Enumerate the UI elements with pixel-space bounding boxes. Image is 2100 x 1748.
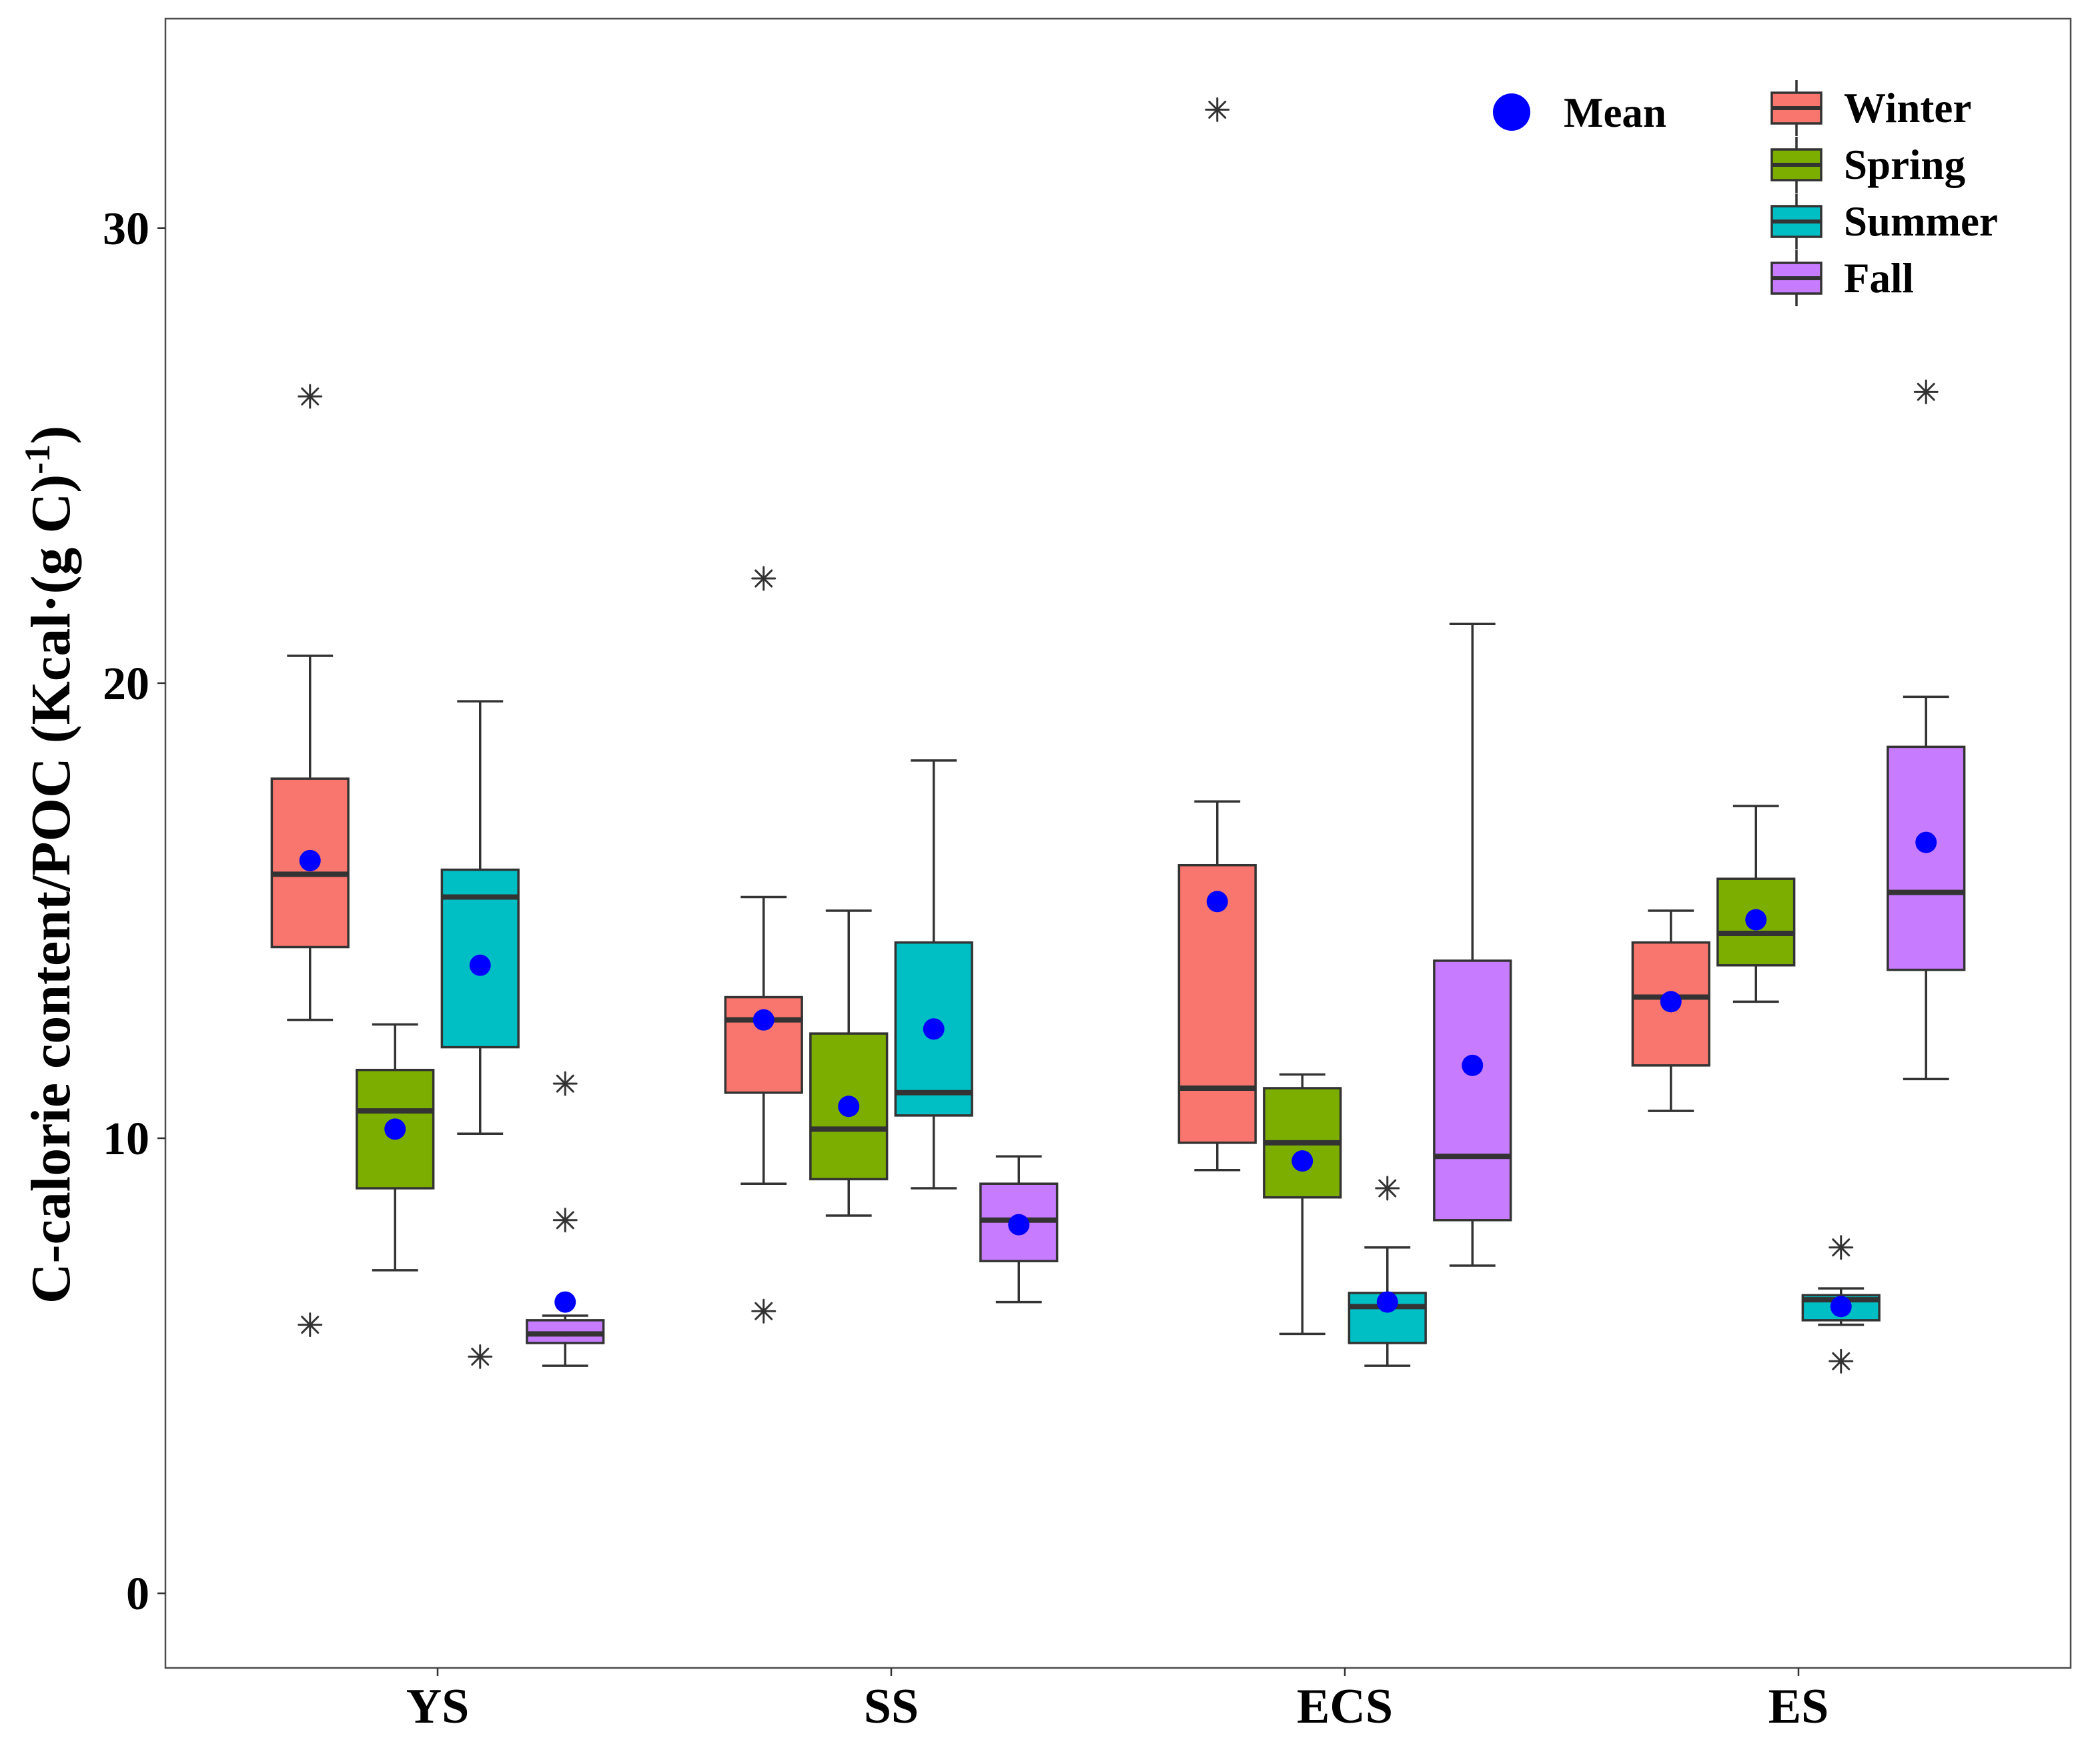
y-axis-title-suffix: ) xyxy=(20,426,82,444)
outlier-stroke xyxy=(1832,1238,1851,1257)
legend-item-spring: Spring xyxy=(1770,137,1965,193)
box-winter-ys xyxy=(270,384,350,1338)
outlier-point xyxy=(552,1208,578,1233)
mean-point xyxy=(923,1018,945,1040)
legend-seasons: Winter Spring Summer Fall xyxy=(1770,80,1998,306)
outlier-stroke xyxy=(301,1316,320,1334)
mean-point xyxy=(838,1096,860,1118)
legend-label-spring: Spring xyxy=(1844,141,1965,188)
outlier-point xyxy=(1913,379,1939,404)
x-tick-label-ss: SS xyxy=(864,1679,919,1734)
y-tick-label: 30 xyxy=(103,203,149,255)
outlier-stroke xyxy=(754,1302,773,1320)
outlier-point xyxy=(751,1298,776,1324)
legend-mean-label: Mean xyxy=(1564,89,1666,136)
mean-point xyxy=(384,1118,406,1140)
y-tick-label: 20 xyxy=(103,659,149,710)
plot-panel-border xyxy=(164,17,2072,1669)
outlier-stroke xyxy=(1917,382,1935,401)
mean-point xyxy=(554,1291,576,1313)
mean-point xyxy=(1660,991,1682,1013)
legend-label-fall: Fall xyxy=(1844,255,1914,302)
iqr-box xyxy=(1887,745,1966,971)
legend-item-winter: Winter xyxy=(1770,80,1971,136)
outlier-stroke xyxy=(471,1347,490,1366)
y-axis: 0 10 20 30 xyxy=(103,203,165,1620)
outlier-point xyxy=(1375,1176,1400,1201)
iqr-box xyxy=(1631,941,1710,1067)
legend-item-fall: Fall xyxy=(1770,250,1914,306)
box-fall-ecs xyxy=(1433,622,1512,1267)
outlier-stroke xyxy=(556,1074,574,1093)
mean-point xyxy=(1376,1291,1398,1313)
x-tick-label-es: ES xyxy=(1768,1679,1829,1734)
x-tick-label-ys: YS xyxy=(406,1679,470,1734)
mean-point xyxy=(1915,831,1937,853)
outlier-stroke xyxy=(556,1211,574,1230)
y-axis-title-superscript: -1 xyxy=(17,444,57,474)
outlier-point xyxy=(552,1071,578,1096)
outlier-stroke xyxy=(1832,1352,1851,1370)
outlier-point xyxy=(751,566,776,591)
series-fall xyxy=(526,379,1966,1367)
y-tick-label: 0 xyxy=(126,1569,149,1620)
outlier-stroke xyxy=(1208,100,1227,119)
mean-point xyxy=(1291,1150,1314,1172)
box-fall-ys xyxy=(526,1071,605,1367)
x-axis: YS SS ECS ES xyxy=(406,1668,1829,1734)
mean-point xyxy=(299,849,321,871)
y-tick-label: 10 xyxy=(103,1114,149,1165)
mean-point xyxy=(1745,909,1767,931)
mean-layer xyxy=(299,831,1937,1318)
legend-label-summer: Summer xyxy=(1844,198,1998,245)
mean-point xyxy=(752,1009,774,1031)
box-spring-ecs xyxy=(1263,1073,1342,1336)
outlier-point xyxy=(468,1344,493,1369)
y-axis-title: C-calorie content/POC (Kcal·(g C)-1) xyxy=(17,426,82,1304)
mean-point xyxy=(1206,891,1228,913)
outlier-point xyxy=(298,384,323,409)
legend: Mean Winter Spring Summer Fall xyxy=(1493,80,1998,306)
mean-point xyxy=(1830,1296,1852,1318)
iqr-box xyxy=(1433,959,1512,1222)
outlier-point xyxy=(1828,1235,1854,1260)
legend-mean-dot xyxy=(1493,93,1530,131)
x-tick-label-ecs: ECS xyxy=(1297,1679,1393,1734)
plot-panel xyxy=(164,17,2072,1669)
box-winter-es xyxy=(1631,909,1710,1112)
y-axis-title-main: C-calorie content/POC (Kcal·(g C) xyxy=(20,474,82,1304)
box-fall-es xyxy=(1887,379,1966,1081)
mean-point xyxy=(1462,1054,1484,1076)
legend-label-winter: Winter xyxy=(1844,85,1971,131)
outlier-stroke xyxy=(1378,1179,1397,1198)
outlier-stroke xyxy=(754,569,773,588)
outlier-point xyxy=(298,1312,323,1338)
legend-mean: Mean xyxy=(1493,89,1666,136)
mean-point xyxy=(469,954,491,976)
mean-point xyxy=(1008,1214,1030,1236)
outlier-point xyxy=(1828,1348,1854,1374)
outlier-point xyxy=(1205,97,1230,122)
outlier-stroke xyxy=(301,387,320,406)
legend-item-summer: Summer xyxy=(1770,193,1998,250)
